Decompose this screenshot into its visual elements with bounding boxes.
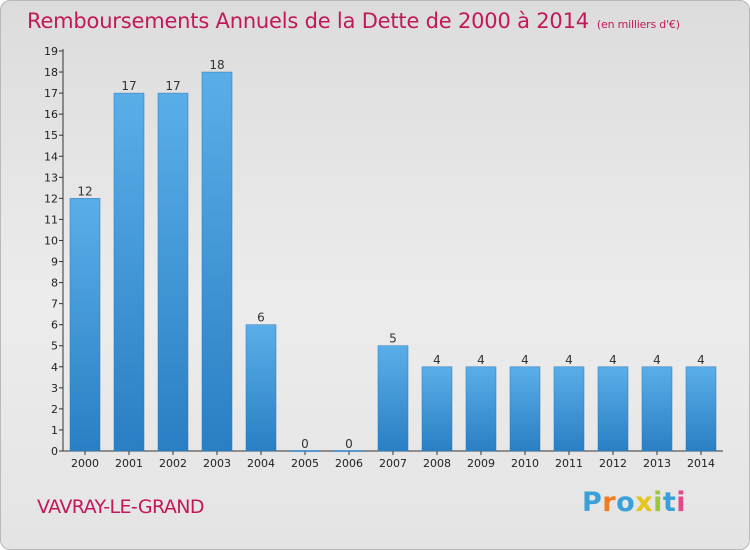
- y-tick-label: 0: [51, 445, 58, 458]
- y-tick-label: 5: [51, 340, 58, 353]
- y-tick-label: 2: [51, 403, 58, 416]
- logo-letter: r: [602, 487, 617, 518]
- chart-title: Remboursements Annuels de la Dette de 20…: [27, 9, 680, 33]
- bar-value-label: 4: [477, 353, 485, 367]
- bar-value-label: 4: [609, 353, 617, 367]
- chart-title-text: Remboursements Annuels de la Dette de 20…: [27, 9, 589, 33]
- x-tick-label: 2014: [687, 457, 715, 470]
- bar-2011: [553, 366, 585, 452]
- bar-2004: [245, 324, 277, 452]
- bar-2013: [641, 366, 673, 452]
- bar-value-label: 12: [77, 184, 92, 198]
- x-tick-label: 2012: [599, 457, 627, 470]
- y-tick-label: 13: [44, 171, 58, 184]
- y-tick-label: 8: [51, 277, 58, 290]
- bar-value-label: 0: [301, 437, 309, 451]
- bar-2009: [465, 366, 497, 452]
- bar-value-label: 17: [165, 79, 180, 93]
- x-tick-label: 2004: [247, 457, 275, 470]
- x-tick-label: 2000: [71, 457, 99, 470]
- bar-2003: [201, 71, 233, 452]
- x-tick-label: 2003: [203, 457, 231, 470]
- y-tick-label: 4: [51, 361, 58, 374]
- y-tick-label: 18: [44, 66, 58, 79]
- bar-value-label: 4: [697, 353, 705, 367]
- y-tick-label: 11: [44, 213, 58, 226]
- x-tick-label: 2008: [423, 457, 451, 470]
- logo-letter: o: [616, 487, 636, 518]
- bar-2010: [509, 366, 541, 452]
- y-tick-label: 9: [51, 256, 58, 269]
- bar-value-label: 0: [345, 437, 353, 451]
- bar-value-label: 4: [521, 353, 529, 367]
- x-tick-label: 2001: [115, 457, 143, 470]
- logo-letter: x: [635, 487, 654, 518]
- bar-2012: [597, 366, 629, 452]
- bar-2008: [421, 366, 453, 452]
- bar-value-label: 5: [389, 332, 397, 346]
- y-tick-label: 10: [44, 234, 58, 247]
- logo-letter: t: [662, 487, 677, 518]
- y-tick-label: 3: [51, 382, 58, 395]
- chart-bars: 12 17 17 18 6 0 0 5 4 4 4 4 4 4 4: [69, 58, 717, 452]
- y-tick-label: 12: [44, 192, 58, 205]
- bar-2014: [685, 366, 717, 452]
- logo-letter: i: [653, 487, 663, 518]
- x-tick-label: 2005: [291, 457, 319, 470]
- y-tick-label: 7: [51, 298, 58, 311]
- bar-2007: [377, 345, 409, 452]
- x-tick-label: 2002: [159, 457, 187, 470]
- logo-letter: i: [676, 487, 687, 518]
- x-tick-label: 2011: [555, 457, 583, 470]
- x-tick-label: 2006: [335, 457, 363, 470]
- chart-subtitle: (en milliers d'€): [596, 18, 680, 31]
- commune-name: VAVRAY-LE-GRAND: [37, 496, 204, 518]
- bar-value-label: 4: [653, 353, 661, 367]
- bar-2001: [113, 92, 145, 452]
- logo-letter: P: [582, 487, 603, 518]
- y-tick-label: 19: [44, 45, 58, 58]
- bar-value-label: 17: [121, 79, 136, 93]
- y-tick-label: 6: [51, 319, 58, 332]
- x-tick-label: 2013: [643, 457, 671, 470]
- bar-value-label: 18: [209, 58, 224, 72]
- y-tick-label: 16: [44, 108, 58, 121]
- y-tick-label: 15: [44, 129, 58, 142]
- bar-value-label: 4: [433, 353, 441, 367]
- x-tick-label: 2009: [467, 457, 495, 470]
- bar-value-label: 6: [257, 311, 265, 325]
- bar-value-label: 4: [565, 353, 573, 367]
- bar-2000: [69, 198, 101, 452]
- y-tick-label: 17: [44, 87, 58, 100]
- x-tick-label: 2007: [379, 457, 407, 470]
- y-tick-label: 14: [44, 150, 58, 163]
- x-tick-label: 2010: [511, 457, 539, 470]
- proxiti-logo[interactable]: Proxiti: [582, 487, 686, 518]
- bar-2002: [157, 92, 189, 452]
- y-tick-label: 1: [51, 424, 58, 437]
